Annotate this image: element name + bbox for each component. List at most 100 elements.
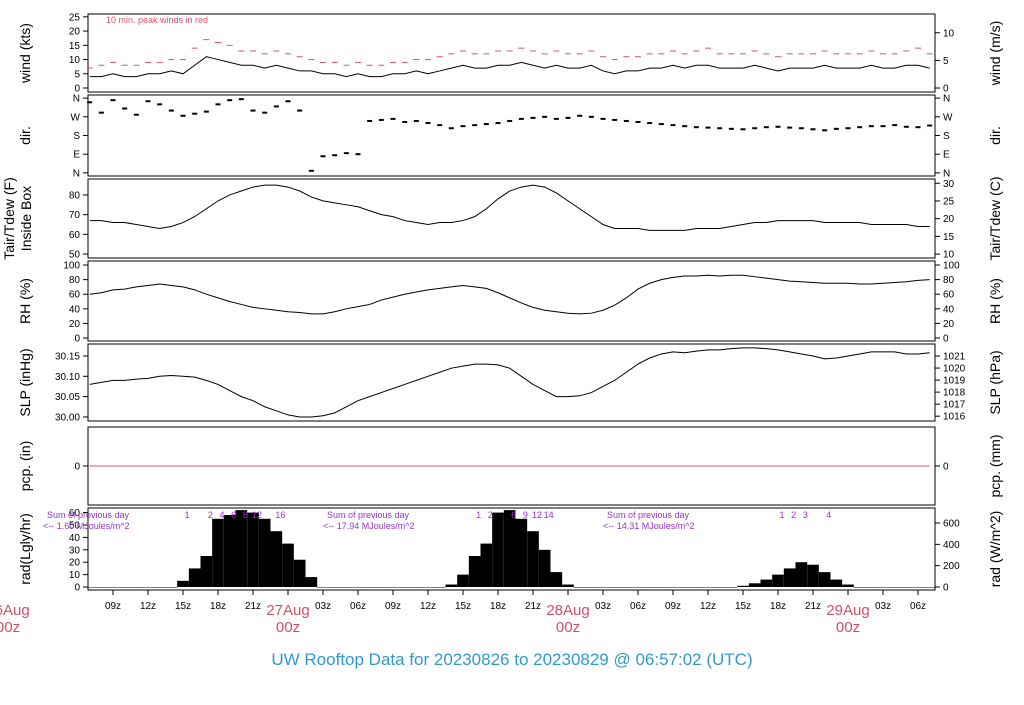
y-tick-label: 25 xyxy=(69,12,81,23)
x-date-label: 26Aug xyxy=(0,602,30,619)
y2-tick-label: 1020 xyxy=(943,364,966,375)
y2-tick-label: 1018 xyxy=(943,388,966,399)
rad-bar xyxy=(900,587,913,588)
y2-axis-label: SLP (hPa) xyxy=(987,350,1003,414)
hour-mark: 2 xyxy=(791,510,796,520)
annotation: 10 min. peak winds in red xyxy=(106,15,208,25)
x-tick-label: 15z xyxy=(175,601,191,612)
rad-bar xyxy=(760,579,773,588)
x-tick-label: 03z xyxy=(875,601,891,612)
rad-bar xyxy=(503,510,516,588)
rad-bar xyxy=(142,587,154,588)
rad-bar xyxy=(585,587,598,588)
rad-bar xyxy=(282,543,294,588)
y2-tick-label: 1019 xyxy=(943,376,966,387)
chart-title: UW Rooftop Data for 20230826 to 20230829… xyxy=(271,650,752,669)
hour-mark: 1 xyxy=(184,510,189,520)
y-tick-label: 20 xyxy=(69,319,81,330)
y-tick-label: W xyxy=(71,112,81,123)
y-tick-label: 40 xyxy=(69,533,81,544)
y2-axis-label: pcp. (mm) xyxy=(987,435,1003,498)
rad-bar xyxy=(538,549,551,588)
x-tick-label: 18z xyxy=(210,601,226,612)
rad-bar xyxy=(597,587,609,588)
y-tick-label: 50 xyxy=(69,250,81,261)
y-tick-label: 10 xyxy=(69,55,81,66)
rad-bar xyxy=(877,587,889,588)
y-tick-label: E xyxy=(73,150,80,161)
y-tick-label: 80 xyxy=(69,275,81,286)
y2-tick-label: 0 xyxy=(943,462,949,473)
rad-bar xyxy=(515,518,528,588)
rad-bar xyxy=(270,531,283,588)
y2-tick-label: 25 xyxy=(943,196,955,207)
hour-mark: 8 xyxy=(243,510,248,520)
rad-bar xyxy=(153,587,166,588)
y2-tick-label: 5 xyxy=(943,56,949,67)
y2-tick-label: N xyxy=(943,168,950,179)
rad-bar xyxy=(772,574,784,588)
x-tick-label: 21z xyxy=(805,601,821,612)
y-tick-label: 5 xyxy=(74,69,80,80)
rad-bar xyxy=(492,512,504,588)
x-tick-label: 06z xyxy=(910,601,926,612)
rad-bar xyxy=(562,584,574,588)
rad-bar xyxy=(795,562,808,588)
daily-sum-text: <-- 14.31 MJoules/m^2 xyxy=(603,521,695,531)
rad-bar xyxy=(865,587,878,588)
y-tick-label: 30.00 xyxy=(55,412,80,423)
daily-sum-text: <-- 17.94 MJoules/m^2 xyxy=(323,521,415,531)
rad-bar xyxy=(818,572,831,588)
rad-bar xyxy=(328,587,341,588)
y2-axis-label: RH (%) xyxy=(987,278,1003,324)
rad-bar xyxy=(573,587,586,588)
rad-bar xyxy=(130,587,143,588)
x-tick-label: 06z xyxy=(350,601,366,612)
y-tick-label: 60 xyxy=(69,508,81,519)
rad-bar xyxy=(620,587,633,588)
x-tick-label: 21z xyxy=(525,601,541,612)
y2-tick-label: 20 xyxy=(943,214,955,225)
hour-mark: 14 xyxy=(544,510,554,520)
rad-bar xyxy=(632,587,644,588)
x-tick-label: 12z xyxy=(140,601,156,612)
y-axis-label: Inside Box xyxy=(18,186,34,251)
y-tick-label: S xyxy=(73,131,80,142)
rad-bar xyxy=(165,587,178,588)
y-tick-label: 50 xyxy=(69,520,81,531)
rad-bar xyxy=(305,577,318,588)
x-date-label: 00z xyxy=(276,619,300,636)
y-axis-label: wind (kts) xyxy=(17,23,33,84)
hour-mark: 12 xyxy=(532,510,542,520)
rad-bar xyxy=(422,587,434,588)
rad-bar xyxy=(702,587,714,588)
y-tick-label: 30.05 xyxy=(55,392,80,403)
panel-frame xyxy=(87,260,936,342)
data-line xyxy=(89,274,930,315)
y-axis-label: pcp. (in) xyxy=(17,441,33,492)
panel-frame xyxy=(87,13,936,93)
hour-mark: 1 xyxy=(476,510,481,520)
y-tick-label: 0 xyxy=(74,462,80,473)
rad-bar xyxy=(550,572,563,588)
y-tick-label: 100 xyxy=(63,261,80,272)
y-axis-label: SLP (inHg) xyxy=(17,348,33,416)
rad-bar xyxy=(667,587,679,588)
rad-bar xyxy=(235,510,248,588)
x-tick-label: 06z xyxy=(630,601,646,612)
y-tick-label: 80 xyxy=(69,190,81,201)
rad-bar xyxy=(95,587,108,588)
y-tick-label: 10 xyxy=(69,570,81,581)
x-tick-label: 12z xyxy=(700,601,716,612)
rad-bar xyxy=(118,587,131,588)
rad-bar xyxy=(212,518,224,588)
x-tick-label: 03z xyxy=(595,601,611,612)
rad-bar xyxy=(200,556,213,588)
data-line xyxy=(89,56,930,78)
rad-bar xyxy=(783,568,796,588)
x-date-label: 00z xyxy=(836,619,860,636)
y2-tick-label: 1016 xyxy=(943,412,966,423)
y-tick-label: 0 xyxy=(74,583,80,594)
y2-tick-label: 400 xyxy=(943,540,960,551)
